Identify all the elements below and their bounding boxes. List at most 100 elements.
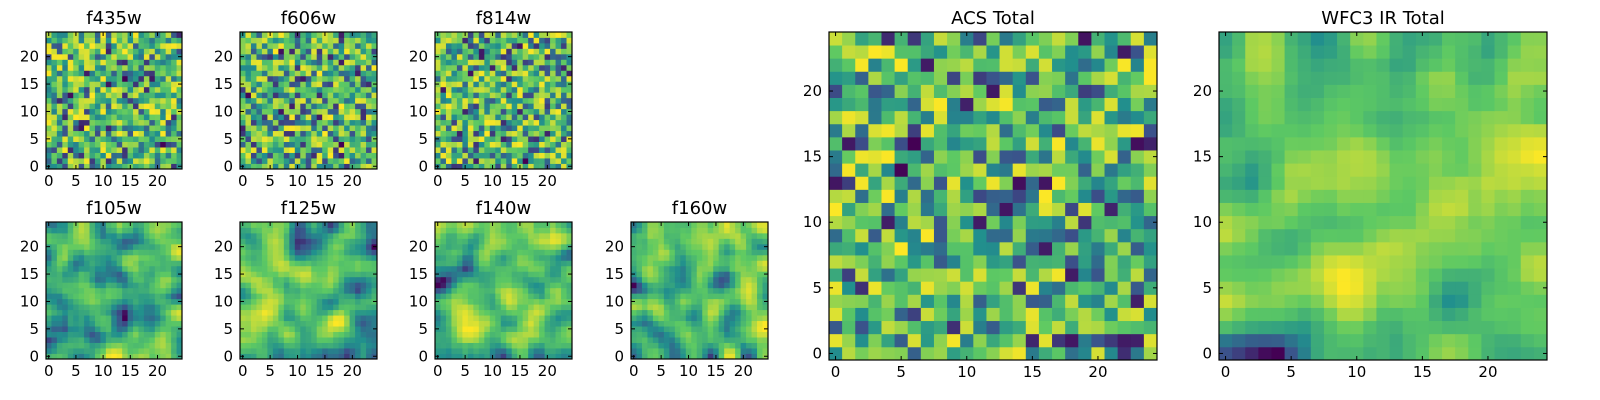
heatmap-cell (127, 59, 134, 66)
heatmap-cell (316, 152, 323, 159)
heatmap-cell (240, 232, 246, 239)
heatmap-cell (484, 293, 491, 300)
heatmap-cell (62, 53, 69, 60)
heatmap-cell (506, 271, 513, 278)
heatmap-cell (294, 293, 301, 300)
heatmap-cell (500, 86, 507, 93)
heatmap-cell (489, 97, 496, 104)
heatmap-cell (933, 150, 948, 164)
heatmap-cell (116, 265, 123, 272)
heatmap-cell (484, 276, 491, 283)
heatmap-cell (366, 64, 372, 71)
heatmap-cell (757, 282, 763, 289)
heatmap-cell (111, 331, 118, 338)
heatmap-cell (636, 282, 643, 289)
heatmap-cell (566, 75, 573, 82)
heatmap-cell (51, 103, 58, 110)
heatmap-cell (658, 276, 665, 283)
heatmap-cell (322, 254, 329, 261)
heatmap-cell (702, 320, 709, 327)
heatmap-cell (539, 103, 545, 110)
heatmap-cell (94, 331, 101, 338)
heatmap-cell (757, 326, 763, 332)
heatmap-cell (94, 276, 101, 283)
heatmap-cell (143, 130, 150, 137)
heatmap-cell (1052, 333, 1066, 348)
heatmap-cell (511, 337, 518, 343)
heatmap-cell (489, 119, 496, 126)
heatmap-cell (349, 70, 356, 77)
heatmap-cell (489, 282, 496, 289)
heatmap-cell (641, 271, 648, 278)
heatmap-cell (631, 282, 637, 289)
heatmap-cell (160, 59, 167, 66)
heatmap-cell (122, 125, 128, 132)
heatmap-cell (868, 215, 882, 230)
heatmap-cell (636, 320, 643, 327)
heatmap-cell (294, 158, 301, 164)
heatmap-cell (289, 158, 296, 164)
heatmap-cell (256, 103, 263, 110)
heatmap-cell (261, 125, 268, 132)
heatmap-cell (729, 238, 736, 245)
heatmap-cell (100, 119, 107, 126)
heatmap-cell (484, 249, 491, 256)
heatmap-cell (511, 331, 518, 338)
heatmap-cell (842, 333, 856, 348)
heatmap-cell (522, 309, 529, 316)
heatmap-cell (122, 276, 128, 283)
heatmap-cell (256, 108, 263, 115)
heatmap-cell (456, 42, 463, 49)
heatmap-cell (1078, 241, 1092, 256)
heatmap-cell (67, 32, 74, 38)
heatmap-cell (740, 293, 747, 300)
heatmap-cell (143, 81, 150, 88)
heatmap-cell (138, 97, 145, 104)
heatmap-cell (478, 158, 485, 164)
heatmap-cell (631, 276, 637, 283)
heatmap-cell (78, 342, 85, 349)
heatmap-cell (435, 147, 441, 153)
x-tick-label: 20 (734, 362, 753, 380)
heatmap-cell (484, 222, 491, 228)
heatmap-cell (680, 337, 687, 343)
heatmap-cell (478, 249, 485, 256)
heatmap-cell (176, 331, 183, 338)
heatmap-cell (111, 243, 118, 250)
heatmap-cell (467, 64, 474, 71)
heatmap-cell (349, 320, 356, 327)
heatmap-cell (539, 243, 545, 250)
heatmap-cell (256, 326, 263, 332)
heatmap-cell (149, 315, 156, 322)
heatmap-cell (73, 86, 80, 93)
heatmap-cell (294, 304, 301, 311)
heatmap-cell (338, 222, 345, 228)
heatmap-cell (478, 353, 485, 360)
heatmap-cell (84, 309, 90, 316)
heatmap-cell (539, 232, 545, 239)
heatmap-cell (445, 81, 452, 88)
heatmap-cell (256, 315, 263, 322)
heatmap-cell (283, 276, 290, 283)
heatmap-cell (500, 260, 507, 267)
heatmap-cell (652, 282, 659, 289)
heatmap-cell (62, 243, 69, 250)
heatmap-cell (868, 294, 882, 308)
y-tick-label: 5 (418, 320, 428, 338)
heatmap-cell (261, 238, 268, 245)
heatmap-cell (451, 309, 458, 316)
heatmap-cell (669, 249, 676, 256)
heatmap-cell (289, 326, 296, 332)
heatmap-cell (718, 320, 725, 327)
heatmap-cell (495, 53, 502, 60)
heatmap-cell (550, 75, 556, 82)
heatmap-cell (84, 227, 90, 234)
heatmap-cell (289, 337, 296, 343)
heatmap-cell (746, 293, 752, 300)
heatmap-cell (674, 342, 681, 349)
heatmap-cell (986, 255, 1000, 269)
heatmap-cell (171, 260, 177, 267)
heatmap-cell (663, 331, 670, 338)
heatmap-cell (127, 254, 134, 261)
heatmap-cell (322, 238, 329, 245)
